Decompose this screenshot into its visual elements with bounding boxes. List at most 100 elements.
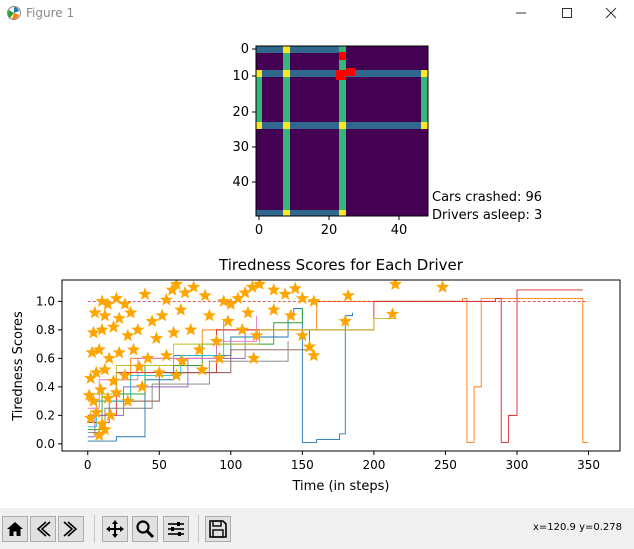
- ytick-label: 0.2: [36, 408, 55, 422]
- car: [339, 52, 346, 60]
- asleep-star-marker: [135, 379, 149, 393]
- asleep-star-marker: [166, 325, 181, 339]
- asleep-star-marker: [95, 322, 109, 336]
- chart-xlabel: Time (in steps): [292, 479, 390, 494]
- xtick-label: 150: [291, 458, 314, 472]
- asleep-star-marker: [341, 288, 355, 302]
- xtick-label: 100: [219, 458, 242, 472]
- asleep-star-marker: [92, 342, 106, 356]
- intersection: [283, 122, 290, 129]
- asleep-star-marker: [86, 325, 101, 339]
- navigation-toolbar: x=120.9 y=0.278: [0, 508, 634, 549]
- asleep-star-marker: [212, 351, 226, 364]
- intersection: [283, 210, 290, 216]
- asleep-star-marker: [169, 280, 184, 290]
- back-button[interactable]: [30, 516, 56, 542]
- asleep-star-marker: [109, 385, 123, 399]
- asleep-star-marker: [184, 322, 198, 336]
- minimize-button[interactable]: [498, 0, 544, 26]
- grid-xaxis: 0 20 40: [255, 216, 407, 238]
- asleep-star-marker: [112, 311, 126, 325]
- asleep-star-marker: [217, 294, 231, 307]
- asleep-star-marker: [165, 283, 179, 296]
- asleep-star-marker: [88, 305, 102, 319]
- cursor-coordinates: x=120.9 y=0.278: [532, 522, 622, 533]
- home-button[interactable]: [2, 516, 28, 542]
- asleep-star-marker: [121, 328, 135, 342]
- road-vertical: [283, 46, 290, 216]
- asleep-star-marker: [126, 342, 141, 356]
- zoom-button[interactable]: [132, 516, 158, 542]
- asleep-star-marker: [195, 362, 209, 376]
- asleep-star-marker: [241, 305, 255, 319]
- asleep-star-marker: [302, 340, 317, 353]
- asleep-star-marker: [106, 320, 121, 333]
- chart-title: Tiredness Scores for Each Driver: [218, 256, 464, 274]
- asleep-star-marker: [118, 297, 132, 310]
- grid-plot: 0 10 20 30 40 0 20 40: [232, 42, 429, 238]
- asleep-star-marker: [178, 285, 192, 299]
- chart-yaxis: 0.0 0.2 0.4 0.6 0.8 1.0: [36, 294, 62, 451]
- grid-ytick-label: 10: [232, 69, 249, 84]
- asleep-star-marker: [84, 411, 98, 424]
- asleep-star-marker: [124, 305, 138, 319]
- intersection: [421, 70, 428, 77]
- asleep-star-marker: [98, 422, 112, 436]
- ytick-label: 0.4: [36, 380, 55, 394]
- maximize-icon: [562, 8, 572, 18]
- pan-button[interactable]: [102, 516, 128, 542]
- asleep-star-marker: [82, 388, 96, 402]
- asleep-star-marker: [106, 374, 121, 387]
- intersection: [256, 70, 262, 77]
- window-title: Figure 1: [26, 6, 75, 20]
- asleep-star-marker: [101, 391, 115, 404]
- configure-subplots-button[interactable]: [163, 516, 189, 542]
- tiredness-chart: Tiredness Scores for Each Driver 0 50 100 1…: [11, 256, 621, 494]
- asleep-star-marker: [284, 308, 298, 322]
- intersection: [283, 70, 290, 77]
- asleep-star-marker: [89, 365, 103, 379]
- xtick-label: 50: [152, 458, 167, 472]
- grid-yaxis: 0 10 20 30 40: [232, 42, 256, 190]
- maximize-button[interactable]: [544, 0, 590, 26]
- close-button[interactable]: [588, 0, 634, 26]
- asleep-star-marker: [307, 294, 321, 307]
- road-vertical: [256, 70, 262, 129]
- figure-canvas[interactable]: 0 10 20 30 40 0 20 40 Cars crashed: 96 D…: [0, 26, 634, 508]
- save-icon: [209, 520, 227, 538]
- grid-ytick-label: 0: [241, 42, 249, 57]
- grid-xtick-label: 0: [255, 223, 263, 238]
- intersection: [283, 46, 290, 53]
- cars-crashed-text: Cars crashed: 96: [432, 190, 542, 205]
- asleep-star-marker: [109, 291, 123, 305]
- car: [336, 70, 346, 80]
- save-button[interactable]: [205, 516, 231, 542]
- forward-button[interactable]: [58, 516, 84, 542]
- asleep-star-marker: [198, 288, 212, 302]
- driver-series-8: [87, 315, 396, 395]
- grid-frame: [255, 45, 429, 217]
- asleep-star-marker: [102, 351, 116, 364]
- driver-series-4: [87, 332, 246, 438]
- window-titlebar: Figure 1: [0, 0, 634, 26]
- asleep-star-marker: [224, 297, 238, 310]
- asleep-star-marker: [121, 394, 135, 407]
- grid-xtick-label: 40: [391, 223, 408, 238]
- asleep-star-marker: [85, 345, 99, 359]
- asleep-star-marker: [187, 280, 201, 293]
- ytick-label: 0.6: [36, 351, 55, 365]
- asleep-star-marker: [104, 408, 118, 421]
- star-layer: [82, 280, 450, 441]
- asleep-star-marker: [145, 314, 159, 327]
- pan-icon: [106, 520, 124, 538]
- minimize-icon: [516, 12, 526, 14]
- configure-subplots-icon: [168, 522, 184, 536]
- asleep-star-marker: [84, 371, 98, 384]
- car: [346, 68, 355, 76]
- intersection: [339, 122, 346, 129]
- xtick-label: 0: [84, 458, 92, 472]
- road-horizontal: [256, 46, 346, 53]
- asleep-star-marker: [92, 428, 106, 441]
- asleep-star-marker: [98, 362, 112, 376]
- intersection: [339, 210, 346, 216]
